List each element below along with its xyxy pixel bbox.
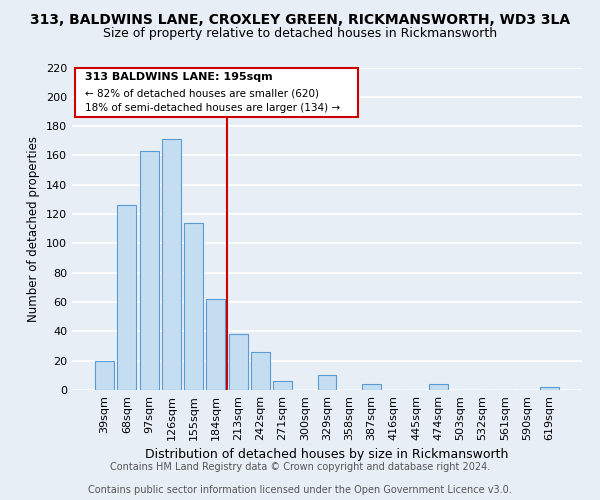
Bar	[140, 151, 158, 390]
Text: Size of property relative to detached houses in Rickmansworth: Size of property relative to detached ho…	[103, 28, 497, 40]
Bar	[184, 223, 203, 390]
Text: ← 82% of detached houses are smaller (620): ← 82% of detached houses are smaller (62…	[85, 88, 319, 99]
Text: 313 BALDWINS LANE: 195sqm: 313 BALDWINS LANE: 195sqm	[85, 72, 272, 83]
Bar	[251, 352, 270, 390]
Y-axis label: Number of detached properties: Number of detached properties	[28, 136, 40, 322]
Text: Contains HM Land Registry data © Crown copyright and database right 2024.: Contains HM Land Registry data © Crown c…	[110, 462, 490, 472]
Bar	[95, 360, 114, 390]
Text: 18% of semi-detached houses are larger (134) →: 18% of semi-detached houses are larger (…	[85, 103, 340, 113]
Bar	[229, 334, 248, 390]
Text: 313, BALDWINS LANE, CROXLEY GREEN, RICKMANSWORTH, WD3 3LA: 313, BALDWINS LANE, CROXLEY GREEN, RICKM…	[30, 12, 570, 26]
X-axis label: Distribution of detached houses by size in Rickmansworth: Distribution of detached houses by size …	[145, 448, 509, 462]
Bar	[118, 206, 136, 390]
FancyBboxPatch shape	[74, 68, 358, 117]
Bar	[206, 299, 225, 390]
Bar	[317, 376, 337, 390]
Text: Contains public sector information licensed under the Open Government Licence v3: Contains public sector information licen…	[88, 485, 512, 495]
Bar	[362, 384, 381, 390]
Bar	[273, 381, 292, 390]
Bar	[540, 387, 559, 390]
Bar	[429, 384, 448, 390]
Bar	[162, 140, 181, 390]
